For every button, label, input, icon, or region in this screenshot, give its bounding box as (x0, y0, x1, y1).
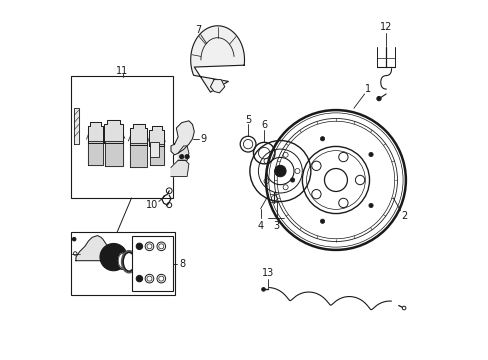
Text: 5: 5 (244, 115, 251, 125)
Circle shape (261, 288, 265, 291)
Circle shape (368, 152, 372, 157)
Text: 8: 8 (179, 259, 185, 269)
Text: 10: 10 (146, 200, 158, 210)
Bar (70, 232, 174, 295)
Polygon shape (76, 235, 108, 261)
Circle shape (72, 237, 76, 241)
Text: 2: 2 (400, 211, 407, 221)
Polygon shape (104, 120, 122, 143)
Circle shape (274, 165, 285, 177)
Polygon shape (190, 26, 244, 92)
Text: 11: 11 (116, 66, 128, 76)
Circle shape (136, 243, 142, 249)
Ellipse shape (123, 252, 135, 271)
Polygon shape (171, 121, 194, 155)
Circle shape (179, 154, 183, 159)
Polygon shape (210, 80, 224, 93)
Polygon shape (74, 108, 79, 144)
Polygon shape (149, 144, 163, 165)
Circle shape (136, 275, 142, 282)
Circle shape (320, 136, 324, 141)
Polygon shape (104, 141, 122, 166)
Text: 7: 7 (194, 25, 201, 35)
Ellipse shape (118, 253, 126, 268)
Text: 9: 9 (200, 134, 206, 144)
Text: 1: 1 (365, 84, 370, 94)
Ellipse shape (123, 252, 135, 271)
Text: 4: 4 (257, 221, 263, 230)
Text: 13: 13 (261, 268, 273, 278)
Bar (131, 235, 172, 291)
Circle shape (184, 154, 189, 159)
Polygon shape (88, 141, 102, 165)
Text: 3: 3 (273, 221, 279, 230)
Polygon shape (171, 160, 188, 176)
Circle shape (100, 243, 127, 271)
Bar (70, 76, 172, 198)
Polygon shape (149, 126, 163, 145)
Circle shape (290, 178, 294, 182)
Text: 12: 12 (379, 22, 391, 32)
Polygon shape (88, 122, 103, 143)
Circle shape (320, 219, 324, 224)
Polygon shape (130, 143, 147, 167)
Polygon shape (178, 146, 188, 160)
Circle shape (376, 96, 380, 101)
Ellipse shape (117, 252, 128, 269)
Circle shape (368, 203, 372, 208)
Text: 6: 6 (261, 120, 267, 130)
Polygon shape (130, 124, 147, 145)
Bar (150, 142, 159, 157)
